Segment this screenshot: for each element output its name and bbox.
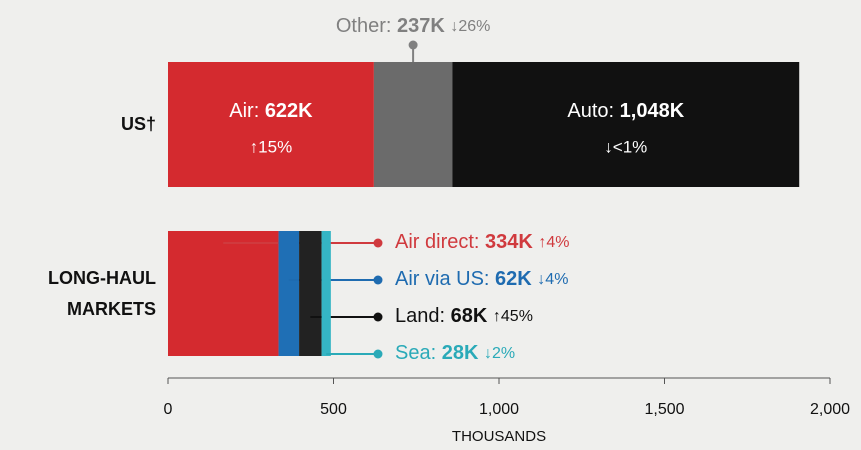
category-label: LONG-HAUL MARKETS — [16, 263, 156, 325]
leader-dot — [374, 239, 383, 248]
series-name: Land: — [395, 305, 445, 327]
series-name: Sea: — [395, 342, 436, 364]
value-label: 68K — [451, 305, 488, 327]
segment-label: Other: 237K ↓26% — [336, 15, 491, 37]
leader-dot — [374, 313, 383, 322]
bar-segment — [279, 231, 300, 356]
chart: THOUSANDS 0 500 1,000 1,500 2,000 Air: 622K ↑1… — [0, 0, 861, 450]
bar-segment — [168, 62, 374, 187]
segment-label: Sea: 28K ↓2% — [395, 342, 515, 364]
value-label: 622K — [265, 100, 313, 122]
leader-dot — [409, 41, 418, 50]
x-tick-label: 0 — [164, 401, 173, 418]
change-label: ↑15% — [250, 137, 293, 156]
series-name: Auto: — [567, 100, 614, 122]
change-label: ↓2% — [484, 345, 515, 362]
segment-label: Auto: 1,048K — [567, 100, 684, 122]
category-label: US† — [16, 109, 156, 140]
x-tick-label: 1,500 — [644, 401, 684, 418]
bar-segment — [374, 62, 452, 187]
segment-label: Air direct: 334K ↑4% — [395, 231, 570, 253]
series-name: Air: — [229, 100, 259, 122]
change-label: ↓<1% — [604, 137, 647, 156]
segment-label: Land: 68K ↑45% — [395, 305, 533, 327]
series-name: Other: — [336, 15, 392, 37]
bar-segment — [452, 62, 799, 187]
change-label: ↑45% — [493, 308, 533, 325]
leader-dot — [374, 350, 383, 359]
segment-label: Air: 622K — [229, 100, 313, 122]
x-tick-label: 1,000 — [479, 401, 519, 418]
bar-segment — [299, 231, 322, 356]
value-label: 1,048K — [620, 100, 685, 122]
change-label: ↓26% — [450, 18, 490, 35]
series-name: Air direct: — [395, 231, 479, 253]
leader-dot — [374, 276, 383, 285]
change-label: ↓4% — [537, 271, 568, 288]
x-tick-label: 500 — [320, 401, 347, 418]
x-axis-label: THOUSANDS — [452, 428, 546, 445]
bar-segment — [322, 231, 331, 356]
series-name: Air via US: — [395, 268, 489, 290]
value-label: 28K — [442, 342, 479, 364]
value-label: 237K — [397, 15, 445, 37]
bar-segment — [168, 231, 279, 356]
value-label: 334K — [485, 231, 533, 253]
change-label: ↑4% — [538, 234, 569, 251]
segment-label: Air via US: 62K ↓4% — [395, 268, 568, 290]
value-label: 62K — [495, 268, 532, 290]
x-tick-label: 2,000 — [810, 401, 850, 418]
plot: THOUSANDS 0 500 1,000 1,500 2,000 Air: 622K ↑1… — [0, 0, 861, 450]
